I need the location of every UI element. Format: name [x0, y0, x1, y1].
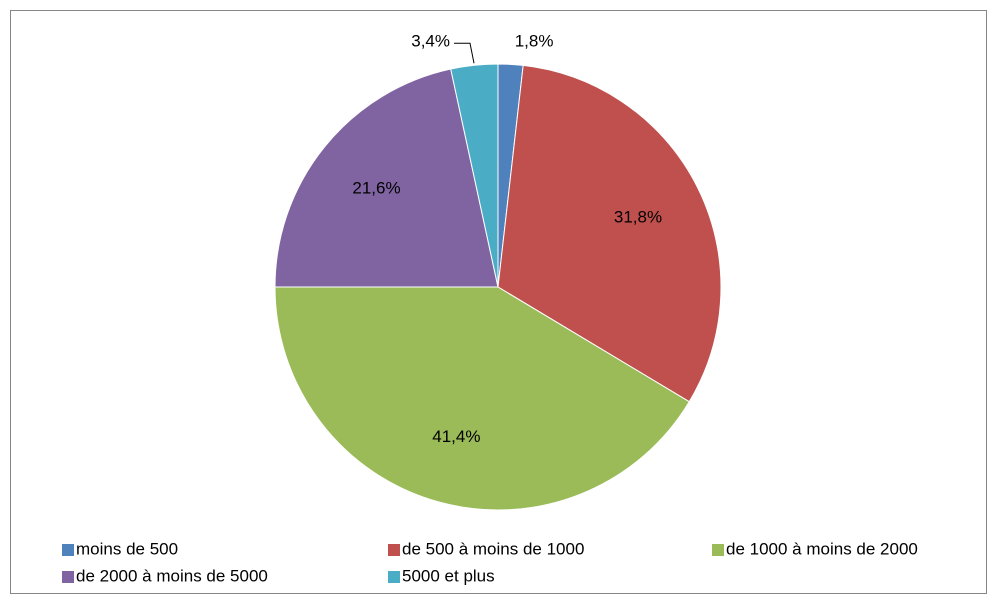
pie-slice	[497, 64, 722, 403]
pie-slice	[450, 63, 499, 288]
legend-swatch	[712, 544, 724, 556]
legend-swatch	[388, 571, 400, 583]
legend-swatch	[388, 544, 400, 556]
legend-label: de 1000 à moins de 2000	[726, 539, 918, 558]
data-label: 41,4%	[432, 427, 480, 446]
legend-label: 5000 et plus	[402, 566, 495, 585]
data-label: 21,6%	[352, 179, 400, 198]
leader-line	[454, 42, 475, 64]
legend-label: moins de 500	[76, 539, 178, 558]
data-label: 1,8%	[515, 31, 554, 50]
legend-swatch	[62, 571, 74, 583]
legend-label: de 500 à moins de 1000	[402, 539, 584, 558]
pie-slice	[274, 68, 499, 288]
data-label: 3,4%	[411, 31, 450, 50]
legend-swatch	[62, 544, 74, 556]
pie-slice	[274, 286, 690, 511]
data-label: 31,8%	[614, 207, 662, 226]
legend-label: de 2000 à moins de 5000	[76, 566, 268, 585]
